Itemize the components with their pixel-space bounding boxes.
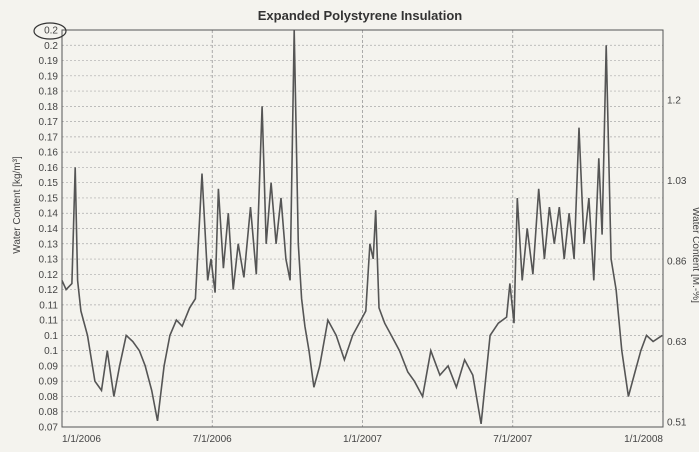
plot-frame (61, 29, 664, 428)
y-tick-label: 0.16 (39, 163, 59, 174)
y-tick-label: 0.09 (39, 361, 59, 372)
y-tick-label: 0.2 (44, 26, 58, 37)
y-tick-label: 0.07 (39, 423, 59, 434)
y-tick-label: 0.13 (39, 239, 59, 250)
grid (62, 29, 663, 428)
y-tick-label: 0.13 (39, 255, 59, 266)
y-tick-label: 0.14 (39, 209, 59, 220)
y-right-tick-label: 0.86 (667, 257, 687, 268)
y-right-tick-label: 0.51 (667, 418, 687, 429)
y-tick-label: 0.12 (39, 285, 59, 296)
y-tick-label: 0.1 (44, 331, 58, 342)
y-right-tick-label: 0.63 (667, 337, 687, 348)
circled-max-annotation (33, 22, 67, 40)
y-tick-label: 0.08 (39, 407, 59, 418)
y-tick-label: 0.15 (39, 193, 59, 204)
x-tick-label: 1/1/2006 (62, 434, 101, 445)
x-tick-label: 7/1/2007 (493, 434, 532, 445)
y-tick-label: 0.19 (39, 56, 59, 67)
y-tick-label: 0.19 (39, 71, 59, 82)
x-tick-label: 7/1/2006 (193, 434, 232, 445)
x-tick-label: 1/1/2008 (624, 434, 663, 445)
y-tick-label: 0.17 (39, 132, 59, 143)
y-tick-label: 0.18 (39, 87, 59, 98)
y-axis-right-ticks: 0.51 0.63 0.86 1.03 1.2 (667, 96, 687, 429)
y-tick-label: 0.1 (44, 346, 58, 357)
y-tick-label: 0.16 (39, 148, 59, 159)
y-right-tick-label: 1.2 (667, 96, 681, 107)
y-tick-label: 0.18 (39, 102, 59, 113)
series-line (61, 29, 663, 425)
y-tick-label: 0.2 (44, 41, 58, 52)
y-tick-label: 0.14 (39, 224, 59, 235)
y-right-tick-label: 1.03 (667, 176, 687, 187)
y-axis-left-ticks: 0.07 0.08 0.08 0.09 0.09 0.1 0.1 0.11 0.11 0.12 0.… (39, 26, 59, 434)
x-tick-label: 1/1/2007 (343, 434, 382, 445)
y-tick-label: 0.08 (39, 392, 59, 403)
y-axis-right-label: Water Content [M.-%] (690, 207, 699, 303)
x-axis-ticks: 1/1/2006 7/1/2006 1/1/2007 7/1/2007 1/1/2008 (62, 434, 663, 445)
y-tick-label: 0.12 (39, 270, 59, 281)
y-tick-label: 0.11 (39, 316, 58, 327)
y-tick-label: 0.09 (39, 377, 59, 388)
y-axis-label: Water Content [kg/m³] (12, 156, 23, 254)
chart-title: Expanded Polystyrene Insulation (258, 8, 462, 23)
y-tick-label: 0.11 (39, 300, 58, 311)
y-tick-label: 0.17 (39, 117, 59, 128)
y-tick-label: 0.15 (39, 178, 59, 189)
